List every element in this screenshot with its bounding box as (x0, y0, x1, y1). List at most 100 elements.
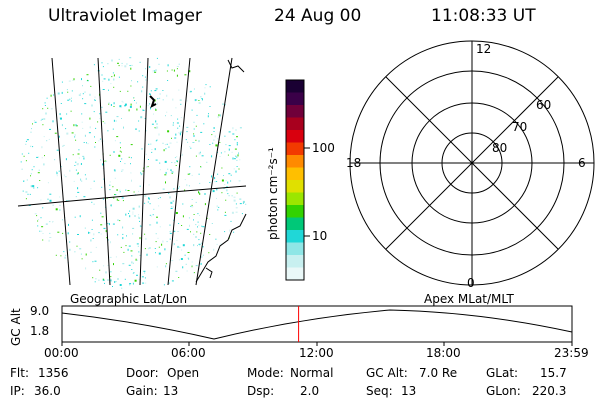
speckle-pixel (236, 156, 238, 158)
speckle-pixel (220, 243, 222, 246)
speckle-pixel (216, 181, 218, 182)
timeline-xtick: 18:00 (426, 346, 461, 360)
speckle-pixel (180, 103, 182, 105)
speckle-pixel (49, 193, 52, 195)
speckle-pixel (90, 188, 92, 190)
speckle-pixel (231, 211, 234, 214)
speckle-pixel (186, 126, 189, 128)
speckle-pixel (135, 128, 137, 130)
speckle-pixel (175, 193, 177, 195)
speckle-pixel (130, 172, 132, 174)
speckle-pixel (199, 192, 201, 195)
speckle-pixel (188, 70, 191, 73)
speckle-pixel (102, 278, 104, 280)
speckle-pixel (209, 234, 211, 235)
speckle-pixel (218, 206, 220, 208)
speckle-pixel (102, 198, 104, 200)
speckle-pixel (209, 86, 211, 88)
speckle-pixel (103, 265, 105, 267)
speckle-pixel (75, 196, 77, 198)
speckle-pixel (121, 118, 122, 119)
speckle-pixel (72, 154, 74, 156)
speckle-pixel (217, 173, 219, 175)
speckle-pixel (176, 68, 178, 70)
speckle-pixel (87, 79, 89, 81)
speckle-pixel (195, 125, 197, 127)
speckle-pixel (198, 173, 200, 175)
speckle-pixel (148, 184, 150, 186)
speckle-pixel (43, 118, 46, 120)
speckle-pixel (145, 68, 146, 70)
speckle-pixel (236, 136, 238, 138)
speckle-pixel (116, 116, 119, 118)
speckle-pixel (158, 133, 160, 136)
colorbar-band (286, 142, 304, 156)
timeline-xtick: 06:00 (171, 346, 206, 360)
speckle-pixel (171, 137, 172, 139)
speckle-pixel (142, 75, 144, 77)
speckle-pixel (190, 231, 191, 233)
speckle-pixel (67, 232, 69, 235)
speckle-pixel (159, 169, 161, 171)
speckle-pixel (102, 66, 104, 68)
speckle-pixel (46, 140, 48, 142)
speckle-pixel (228, 131, 231, 133)
speckle-pixel (114, 281, 116, 283)
speckle-pixel (25, 198, 27, 200)
speckle-pixel (139, 220, 140, 222)
speckle-pixel (132, 207, 135, 210)
speckle-pixel (147, 166, 149, 168)
speckle-pixel (31, 169, 33, 171)
speckle-pixel (131, 261, 133, 264)
colorbar-band (286, 105, 304, 118)
speckle-pixel (242, 202, 244, 204)
coastline-path (227, 59, 245, 73)
speckle-pixel (77, 172, 79, 174)
speckle-pixel (198, 239, 200, 241)
speckle-pixel (155, 252, 156, 254)
speckle-pixel (228, 148, 230, 151)
speckle-pixel (166, 94, 168, 97)
speckle-pixel (200, 131, 203, 133)
polar-plot (349, 40, 595, 286)
speckle-pixel (162, 240, 164, 243)
speckle-pixel (106, 197, 108, 199)
speckle-pixel (224, 214, 227, 216)
speckle-pixel (83, 157, 85, 160)
speckle-pixel (201, 225, 203, 227)
speckle-pixel (131, 179, 132, 182)
speckle-pixel (82, 127, 84, 129)
speckle-pixel (89, 117, 91, 120)
speckle-pixel (138, 190, 140, 192)
speckle-pixel (75, 169, 77, 171)
speckle-pixel (220, 152, 222, 154)
speckle-pixel (78, 157, 80, 159)
speckle-pixel (79, 248, 82, 250)
speckle-pixel (179, 99, 182, 101)
mlt-label-12: 12 (476, 42, 492, 56)
speckle-pixel (118, 65, 120, 67)
speckle-pixel (176, 122, 179, 124)
speckle-pixel (120, 147, 121, 149)
colorbar-tick-label: 10 (312, 229, 328, 243)
speckle-pixel (120, 246, 122, 248)
speckle-pixel (89, 232, 91, 234)
speckle-pixel (195, 236, 197, 238)
speckle-pixel (164, 160, 167, 163)
speckle-pixel (156, 139, 158, 141)
speckle-pixel (209, 106, 211, 107)
speckle-pixel (126, 235, 127, 237)
speckle-pixel (176, 66, 179, 67)
speckle-pixel (59, 113, 61, 116)
speckle-pixel (155, 69, 157, 72)
speckle-pixel (72, 79, 74, 81)
speckle-pixel (155, 88, 158, 90)
speckle-pixel (154, 71, 157, 73)
speckle-pixel (42, 233, 44, 234)
speckle-pixel (89, 93, 91, 96)
speckle-pixel (39, 180, 41, 181)
speckle-pixel (221, 179, 224, 182)
speckle-pixel (131, 80, 132, 82)
speckle-pixel (71, 132, 74, 134)
speckle-pixel (195, 201, 197, 203)
